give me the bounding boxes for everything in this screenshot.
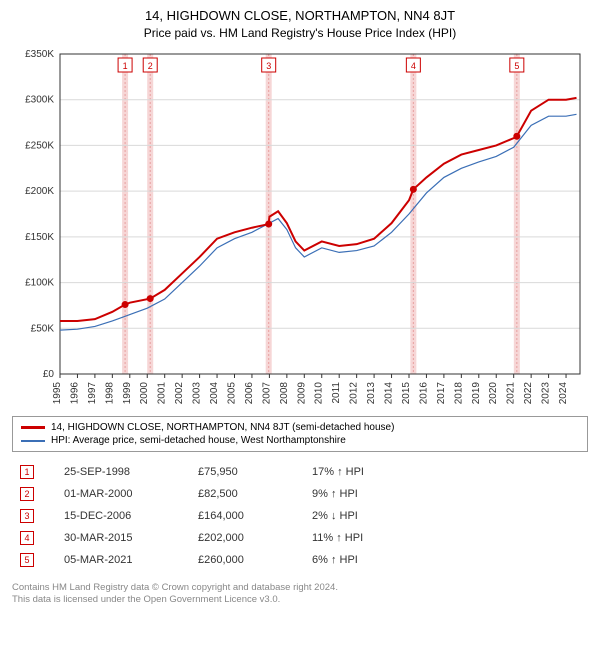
svg-text:2021: 2021 — [506, 382, 517, 405]
legend-label-red: 14, HIGHDOWN CLOSE, NORTHAMPTON, NN4 8JT… — [51, 422, 394, 433]
sale-date: 01-MAR-2000 — [58, 484, 190, 504]
svg-text:2002: 2002 — [174, 382, 185, 405]
legend: 14, HIGHDOWN CLOSE, NORTHAMPTON, NN4 8JT… — [12, 416, 588, 452]
svg-text:2024: 2024 — [558, 382, 569, 405]
svg-text:2019: 2019 — [471, 382, 482, 405]
svg-text:1995: 1995 — [52, 382, 63, 405]
svg-text:2012: 2012 — [349, 382, 360, 405]
sale-date: 25-SEP-1998 — [58, 462, 190, 482]
sale-price: £75,950 — [192, 462, 304, 482]
sale-marker-box: 2 — [20, 487, 34, 501]
svg-text:£250K: £250K — [25, 140, 54, 151]
svg-text:£200K: £200K — [25, 186, 54, 197]
svg-text:2020: 2020 — [488, 382, 499, 405]
attribution: Contains HM Land Registry data © Crown c… — [12, 582, 588, 607]
table-row: 4 30-MAR-2015£202,00011% ↑ HPI — [14, 528, 438, 548]
svg-text:5: 5 — [514, 61, 519, 71]
sale-price: £82,500 — [192, 484, 304, 504]
table-row: 5 05-MAR-2021£260,0006% ↑ HPI — [14, 550, 438, 570]
table-row: 3 15-DEC-2006£164,0002% ↓ HPI — [14, 506, 438, 526]
legend-row-red: 14, HIGHDOWN CLOSE, NORTHAMPTON, NN4 8JT… — [21, 421, 579, 434]
chart-title-line2: Price paid vs. HM Land Registry's House … — [12, 26, 588, 40]
svg-text:2003: 2003 — [192, 382, 203, 405]
svg-text:2009: 2009 — [296, 382, 307, 405]
svg-text:2011: 2011 — [331, 382, 342, 404]
sale-marker-box: 1 — [20, 465, 34, 479]
svg-text:1997: 1997 — [87, 382, 98, 405]
svg-text:2018: 2018 — [453, 382, 464, 405]
svg-text:2022: 2022 — [523, 382, 534, 405]
svg-text:2001: 2001 — [157, 382, 168, 405]
svg-text:£350K: £350K — [25, 49, 54, 60]
sale-price: £260,000 — [192, 550, 304, 570]
legend-swatch-blue — [21, 440, 45, 442]
sale-date: 05-MAR-2021 — [58, 550, 190, 570]
svg-text:1996: 1996 — [69, 382, 80, 405]
svg-text:2000: 2000 — [139, 382, 150, 405]
attribution-line2: This data is licensed under the Open Gov… — [12, 594, 588, 606]
svg-text:2004: 2004 — [209, 382, 220, 405]
svg-text:£50K: £50K — [31, 323, 55, 334]
svg-text:£300K: £300K — [25, 95, 54, 106]
table-row: 2 01-MAR-2000£82,5009% ↑ HPI — [14, 484, 438, 504]
svg-text:2005: 2005 — [226, 382, 237, 405]
svg-text:£150K: £150K — [25, 232, 54, 243]
sale-pct: 9% ↑ HPI — [306, 484, 438, 504]
svg-text:2006: 2006 — [244, 382, 255, 405]
sale-marker-box: 3 — [20, 509, 34, 523]
sale-pct: 6% ↑ HPI — [306, 550, 438, 570]
svg-text:2007: 2007 — [261, 382, 272, 405]
svg-text:3: 3 — [266, 61, 271, 71]
svg-text:2016: 2016 — [418, 382, 429, 405]
price-chart: £0 £50K £100K £150K £200K £250K £300K £350K 1995… — [12, 48, 588, 408]
table-row: 1 25-SEP-1998£75,95017% ↑ HPI — [14, 462, 438, 482]
sale-date: 15-DEC-2006 — [58, 506, 190, 526]
chart-title-line1: 14, HIGHDOWN CLOSE, NORTHAMPTON, NN4 8JT — [12, 8, 588, 23]
sale-marker-box: 5 — [20, 553, 34, 567]
legend-swatch-red — [21, 426, 45, 429]
svg-text:2010: 2010 — [314, 382, 325, 405]
svg-text:2013: 2013 — [366, 382, 377, 405]
legend-row-blue: HPI: Average price, semi-detached house,… — [21, 434, 579, 447]
sale-price: £202,000 — [192, 528, 304, 548]
svg-text:£100K: £100K — [25, 278, 54, 289]
svg-text:2014: 2014 — [384, 382, 395, 405]
sale-marker-box: 4 — [20, 531, 34, 545]
svg-text:2008: 2008 — [279, 382, 290, 405]
svg-text:1: 1 — [123, 61, 128, 71]
svg-text:2015: 2015 — [401, 382, 412, 405]
svg-text:1998: 1998 — [104, 382, 115, 405]
svg-text:2: 2 — [148, 61, 153, 71]
attribution-line1: Contains HM Land Registry data © Crown c… — [12, 582, 588, 594]
svg-text:1999: 1999 — [122, 382, 133, 405]
sale-price: £164,000 — [192, 506, 304, 526]
sale-pct: 11% ↑ HPI — [306, 528, 438, 548]
svg-text:2023: 2023 — [541, 382, 552, 405]
sale-pct: 17% ↑ HPI — [306, 462, 438, 482]
sales-table: 1 25-SEP-1998£75,95017% ↑ HPI 2 01-MAR-2000… — [12, 460, 440, 572]
svg-text:£0: £0 — [43, 369, 55, 380]
legend-label-blue: HPI: Average price, semi-detached house,… — [51, 435, 346, 446]
sale-pct: 2% ↓ HPI — [306, 506, 438, 526]
svg-text:4: 4 — [411, 61, 416, 71]
sale-date: 30-MAR-2015 — [58, 528, 190, 548]
svg-text:2017: 2017 — [436, 382, 447, 405]
